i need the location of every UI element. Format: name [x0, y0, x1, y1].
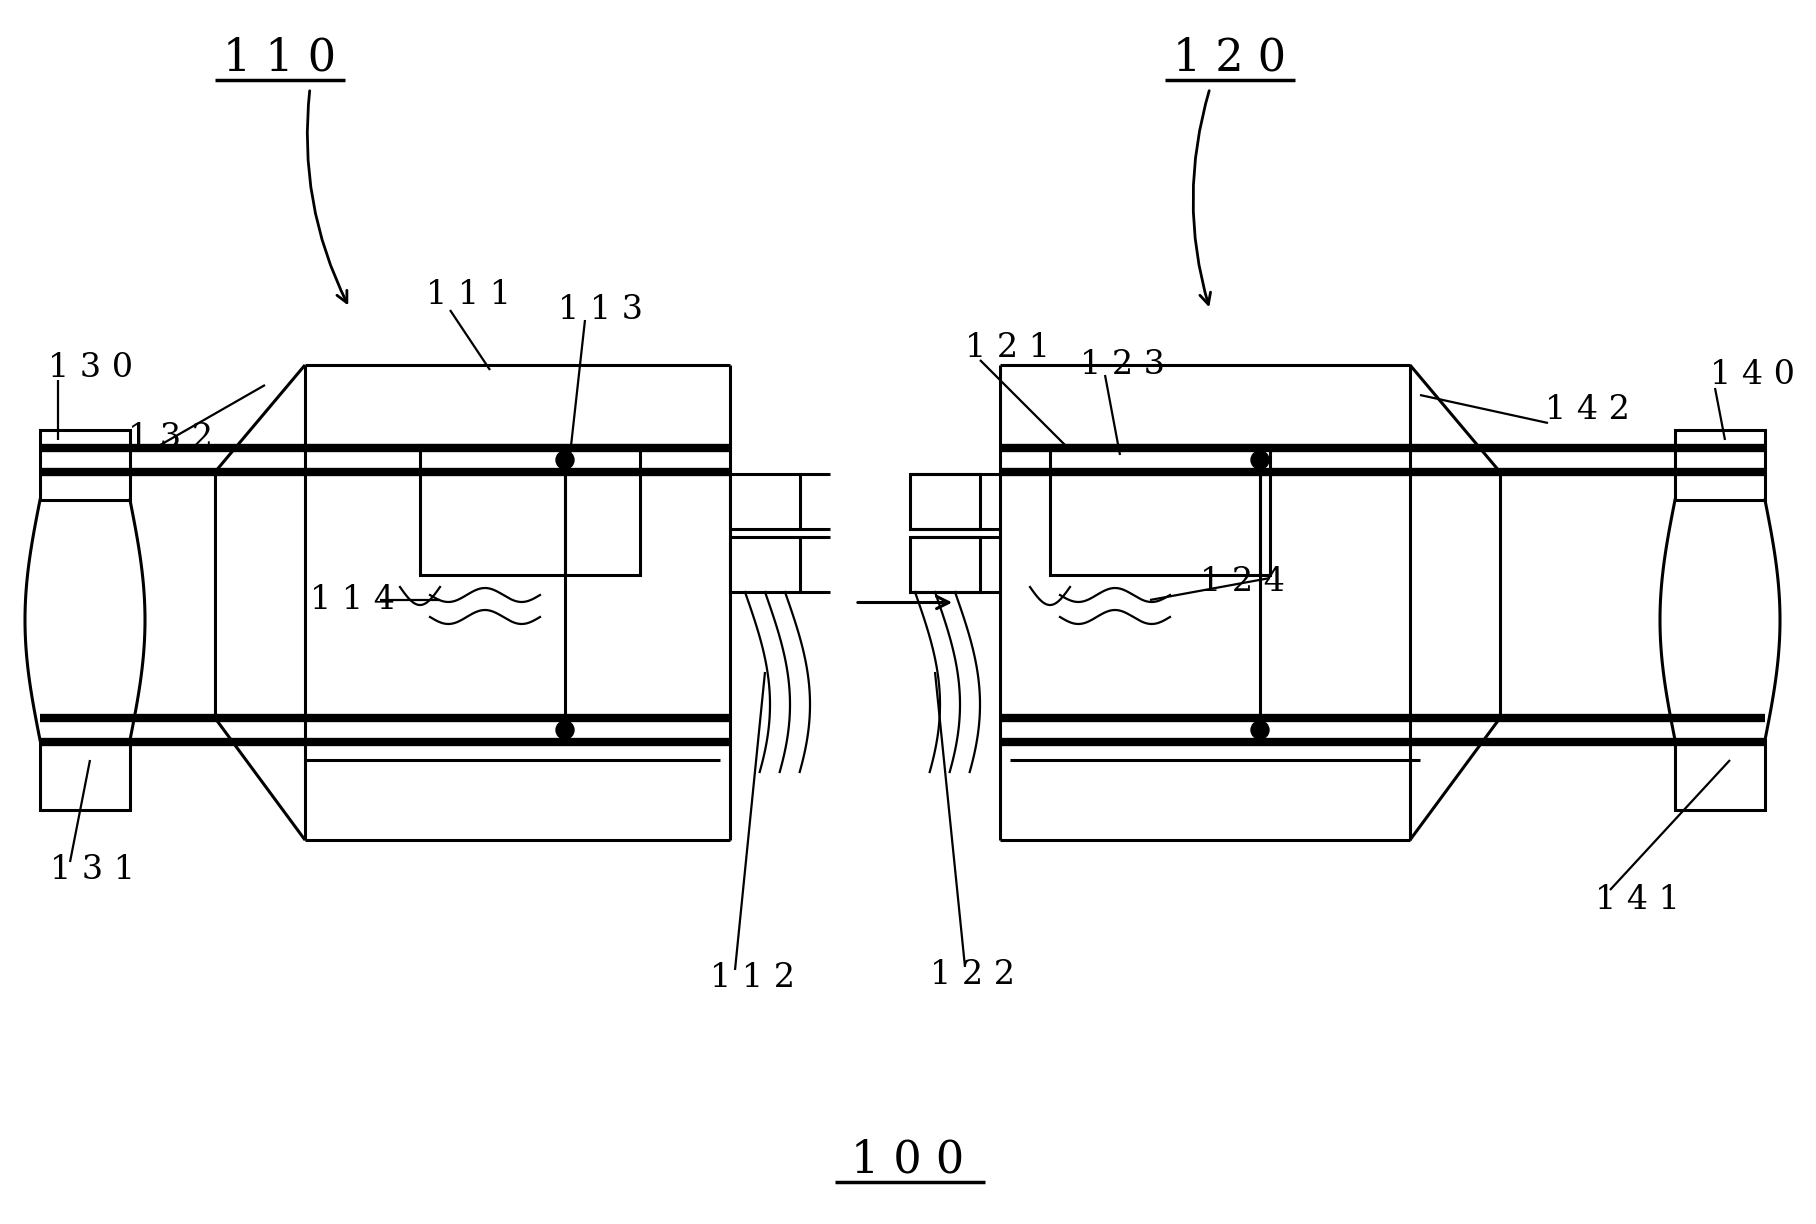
- Text: 1 3 0: 1 3 0: [47, 353, 133, 384]
- Text: 1 1 2: 1 1 2: [710, 962, 795, 994]
- Bar: [40, 741, 131, 810]
- Text: 1 4 0: 1 4 0: [1711, 359, 1794, 390]
- Text: 1 3 1: 1 3 1: [51, 854, 134, 886]
- Text: 1 3 2: 1 3 2: [127, 422, 212, 454]
- Text: 1 2 1: 1 2 1: [964, 332, 1050, 364]
- Text: 1 1 3: 1 1 3: [558, 294, 643, 326]
- Text: 1 1 1: 1 1 1: [425, 279, 510, 311]
- Bar: [40, 430, 131, 499]
- Bar: [1050, 446, 1269, 575]
- Circle shape: [1251, 450, 1269, 469]
- Circle shape: [556, 450, 574, 469]
- Text: 1 4 2: 1 4 2: [1545, 394, 1631, 426]
- Bar: [910, 537, 981, 592]
- Bar: [910, 474, 981, 529]
- Circle shape: [1251, 721, 1269, 739]
- Text: 1 4 1: 1 4 1: [1594, 884, 1680, 916]
- Bar: [1674, 430, 1765, 499]
- Bar: [1674, 741, 1765, 810]
- Bar: [730, 537, 801, 592]
- Circle shape: [556, 721, 574, 739]
- Text: 1 1 0: 1 1 0: [223, 37, 336, 80]
- Text: 1 1 4: 1 1 4: [311, 584, 394, 616]
- Text: 1 2 2: 1 2 2: [930, 958, 1015, 991]
- Bar: [419, 446, 639, 575]
- Text: 1 2 3: 1 2 3: [1081, 349, 1166, 381]
- Text: 1 0 0: 1 0 0: [852, 1138, 964, 1181]
- Text: 1 2 4: 1 2 4: [1200, 565, 1286, 599]
- Bar: [730, 474, 801, 529]
- Text: 1 2 0: 1 2 0: [1173, 37, 1286, 80]
